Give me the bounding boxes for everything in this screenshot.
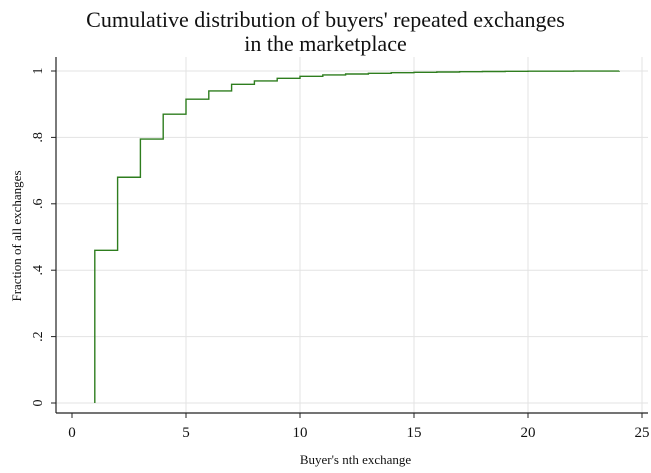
y-tick-label-3: .6 <box>31 199 46 210</box>
cdf-step-line <box>94 70 620 403</box>
x-tick-label-2: 10 <box>293 425 308 441</box>
x-axis-label: Buyer's nth exchange <box>299 452 412 467</box>
y-tick-label-5: 1 <box>31 68 46 75</box>
y-tick-label-1: .2 <box>31 331 46 342</box>
x-tick-label-1: 5 <box>182 425 190 441</box>
y-tick-label-0: 0 <box>31 400 46 407</box>
x-tick-label-4: 20 <box>521 425 536 441</box>
chart-title-line2: in the marketplace <box>244 31 407 56</box>
x-tick-label-3: 15 <box>407 425 422 441</box>
x-tick-label-5: 25 <box>635 425 650 441</box>
y-tick-label-4: .8 <box>31 132 46 143</box>
chart-title-line1: Cumulative distribution of buyers' repea… <box>86 7 565 32</box>
x-tick-label-0: 0 <box>68 425 76 441</box>
y-tick-label-2: .4 <box>31 265 46 276</box>
y-axis-label: Fraction of all exchanges <box>9 170 24 302</box>
